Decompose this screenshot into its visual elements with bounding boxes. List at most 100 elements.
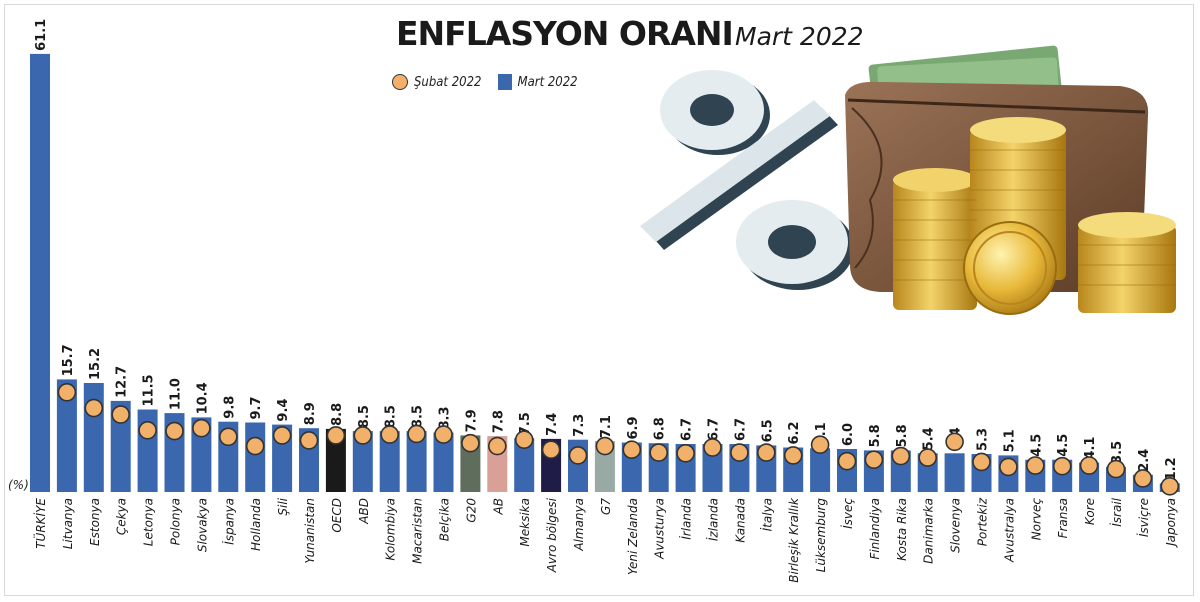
bar-8 (245, 422, 266, 492)
category-label-12: ABD (357, 498, 371, 525)
value-label-20: 7.3 (572, 414, 587, 437)
value-labels-layer: 61.1 15.7 15.2 12.7 11.5 11.0 10.4 9.8 9.7 9.4 8.9… (34, 19, 1179, 481)
bar-29 (810, 448, 831, 492)
legend-feb-label: Şubat 2022 (414, 74, 482, 90)
feb-dot-29 (810, 435, 830, 455)
value-label-12: 8.5 (357, 405, 372, 428)
category-label-5: Polonya (169, 498, 183, 545)
feb-dot-18 (514, 430, 534, 450)
category-label-27: İtalya (759, 498, 774, 531)
bar-25 (702, 444, 723, 492)
category-label-40: İsrail (1109, 497, 1124, 526)
feb-dot-16 (461, 433, 480, 453)
feb-dot-11 (326, 426, 346, 445)
category-label-35: Portekiz (976, 497, 990, 546)
feb-dot-33 (918, 448, 938, 467)
bar-0 (30, 53, 50, 493)
feb-dot-26 (730, 443, 749, 462)
value-label-25: 6.7 (707, 418, 722, 441)
unit-label: (%) (8, 478, 29, 492)
category-label-41: İsviçre (1136, 498, 1151, 537)
category-label-30: İsveç (840, 498, 855, 529)
bar-12 (352, 431, 373, 492)
category-label-24: İrlanda (679, 498, 694, 540)
category-label-2: Estonya (88, 498, 102, 546)
feb-dot-36 (999, 457, 1018, 477)
category-label-18: Meksika (518, 498, 532, 547)
feb-dot-6 (192, 418, 211, 438)
category-label-17: AB (491, 498, 505, 515)
category-label-26: Kanada (733, 498, 747, 543)
feb-dot-34 (945, 432, 964, 452)
value-label-11: 8.8 (330, 403, 345, 426)
value-label-4: 11.5 (142, 374, 157, 406)
category-label-3: Çekya (115, 498, 129, 535)
feb-dot-9 (272, 426, 292, 445)
category-label-29: Lüksemburg (814, 498, 828, 573)
feb-dot-38 (1052, 456, 1072, 476)
feb-dot-8 (245, 436, 265, 456)
value-label-35: 5.3 (976, 428, 991, 451)
value-label-8: 9.7 (249, 396, 264, 419)
value-label-33: 5.4 (922, 427, 937, 450)
feb-dot-30 (837, 451, 857, 471)
category-label-13: Kolombiya (384, 498, 398, 561)
feb-dot-24 (676, 443, 695, 463)
value-label-0: 61.1 (34, 19, 49, 51)
category-label-10: Yunanistan (303, 498, 317, 564)
bar-18 (514, 438, 535, 492)
value-label-31: 5.8 (868, 424, 883, 447)
value-label-37: 4.5 (1029, 434, 1044, 457)
category-label-7: İspanya (221, 498, 236, 545)
feb-dot-1 (57, 382, 77, 402)
feb-dot-32 (891, 446, 911, 466)
legend-feb-marker (392, 74, 408, 90)
value-label-36: 5.1 (1002, 429, 1017, 452)
feb-dot-12 (353, 426, 373, 445)
feb-dot-21 (595, 436, 615, 456)
bar-34 (944, 453, 965, 492)
value-label-17: 7.8 (491, 410, 506, 433)
feb-dot-40 (1106, 459, 1126, 479)
value-label-30: 6.0 (841, 423, 856, 446)
bar-14 (406, 431, 427, 492)
value-label-5: 11.0 (169, 378, 184, 410)
feb-dot-3 (111, 405, 130, 424)
feb-dot-42 (1160, 476, 1180, 496)
feb-dot-14 (407, 424, 426, 444)
value-label-39: 4.1 (1083, 437, 1098, 460)
feb-dot-27 (756, 443, 776, 462)
bar-6 (191, 417, 212, 492)
value-label-9: 9.4 (276, 399, 291, 422)
legend-mar-marker (497, 74, 512, 90)
category-label-31: Finlandiya (868, 498, 882, 560)
category-label-19: Avro bölgesi (545, 497, 559, 573)
category-label-6: Slovakya (195, 498, 209, 552)
value-label-32: 5.8 (895, 424, 910, 447)
category-label-11: OECD (330, 498, 344, 533)
category-label-33: Danimarka (922, 498, 936, 564)
value-label-27: 6.5 (760, 419, 775, 442)
value-label-7: 9.8 (222, 396, 237, 419)
category-label-1: Litvanya (61, 498, 75, 549)
bar-1 (56, 379, 77, 492)
feb-dot-13 (380, 425, 400, 444)
value-label-28: 6.2 (787, 421, 802, 444)
value-label-41: 2.4 (1137, 449, 1152, 472)
category-label-4: Letonya (142, 498, 156, 546)
bar-13 (379, 431, 400, 492)
category-label-21: G7 (599, 498, 613, 515)
category-label-23: Avusturya (653, 498, 667, 560)
category-label-25: İzlanda (706, 498, 721, 541)
legend: Şubat 2022 Mart 2022 (392, 71, 578, 93)
category-label-42: Japonya (1164, 498, 1178, 548)
value-label-19: 7.4 (545, 413, 560, 436)
feb-dot-4 (138, 420, 157, 440)
category-label-16: G20 (464, 498, 478, 523)
feb-dot-5 (165, 421, 184, 441)
value-label-3: 12.7 (115, 366, 130, 398)
feb-dot-20 (568, 446, 588, 465)
percent-sign-icon (640, 70, 854, 290)
feb-dot-2 (84, 398, 104, 418)
